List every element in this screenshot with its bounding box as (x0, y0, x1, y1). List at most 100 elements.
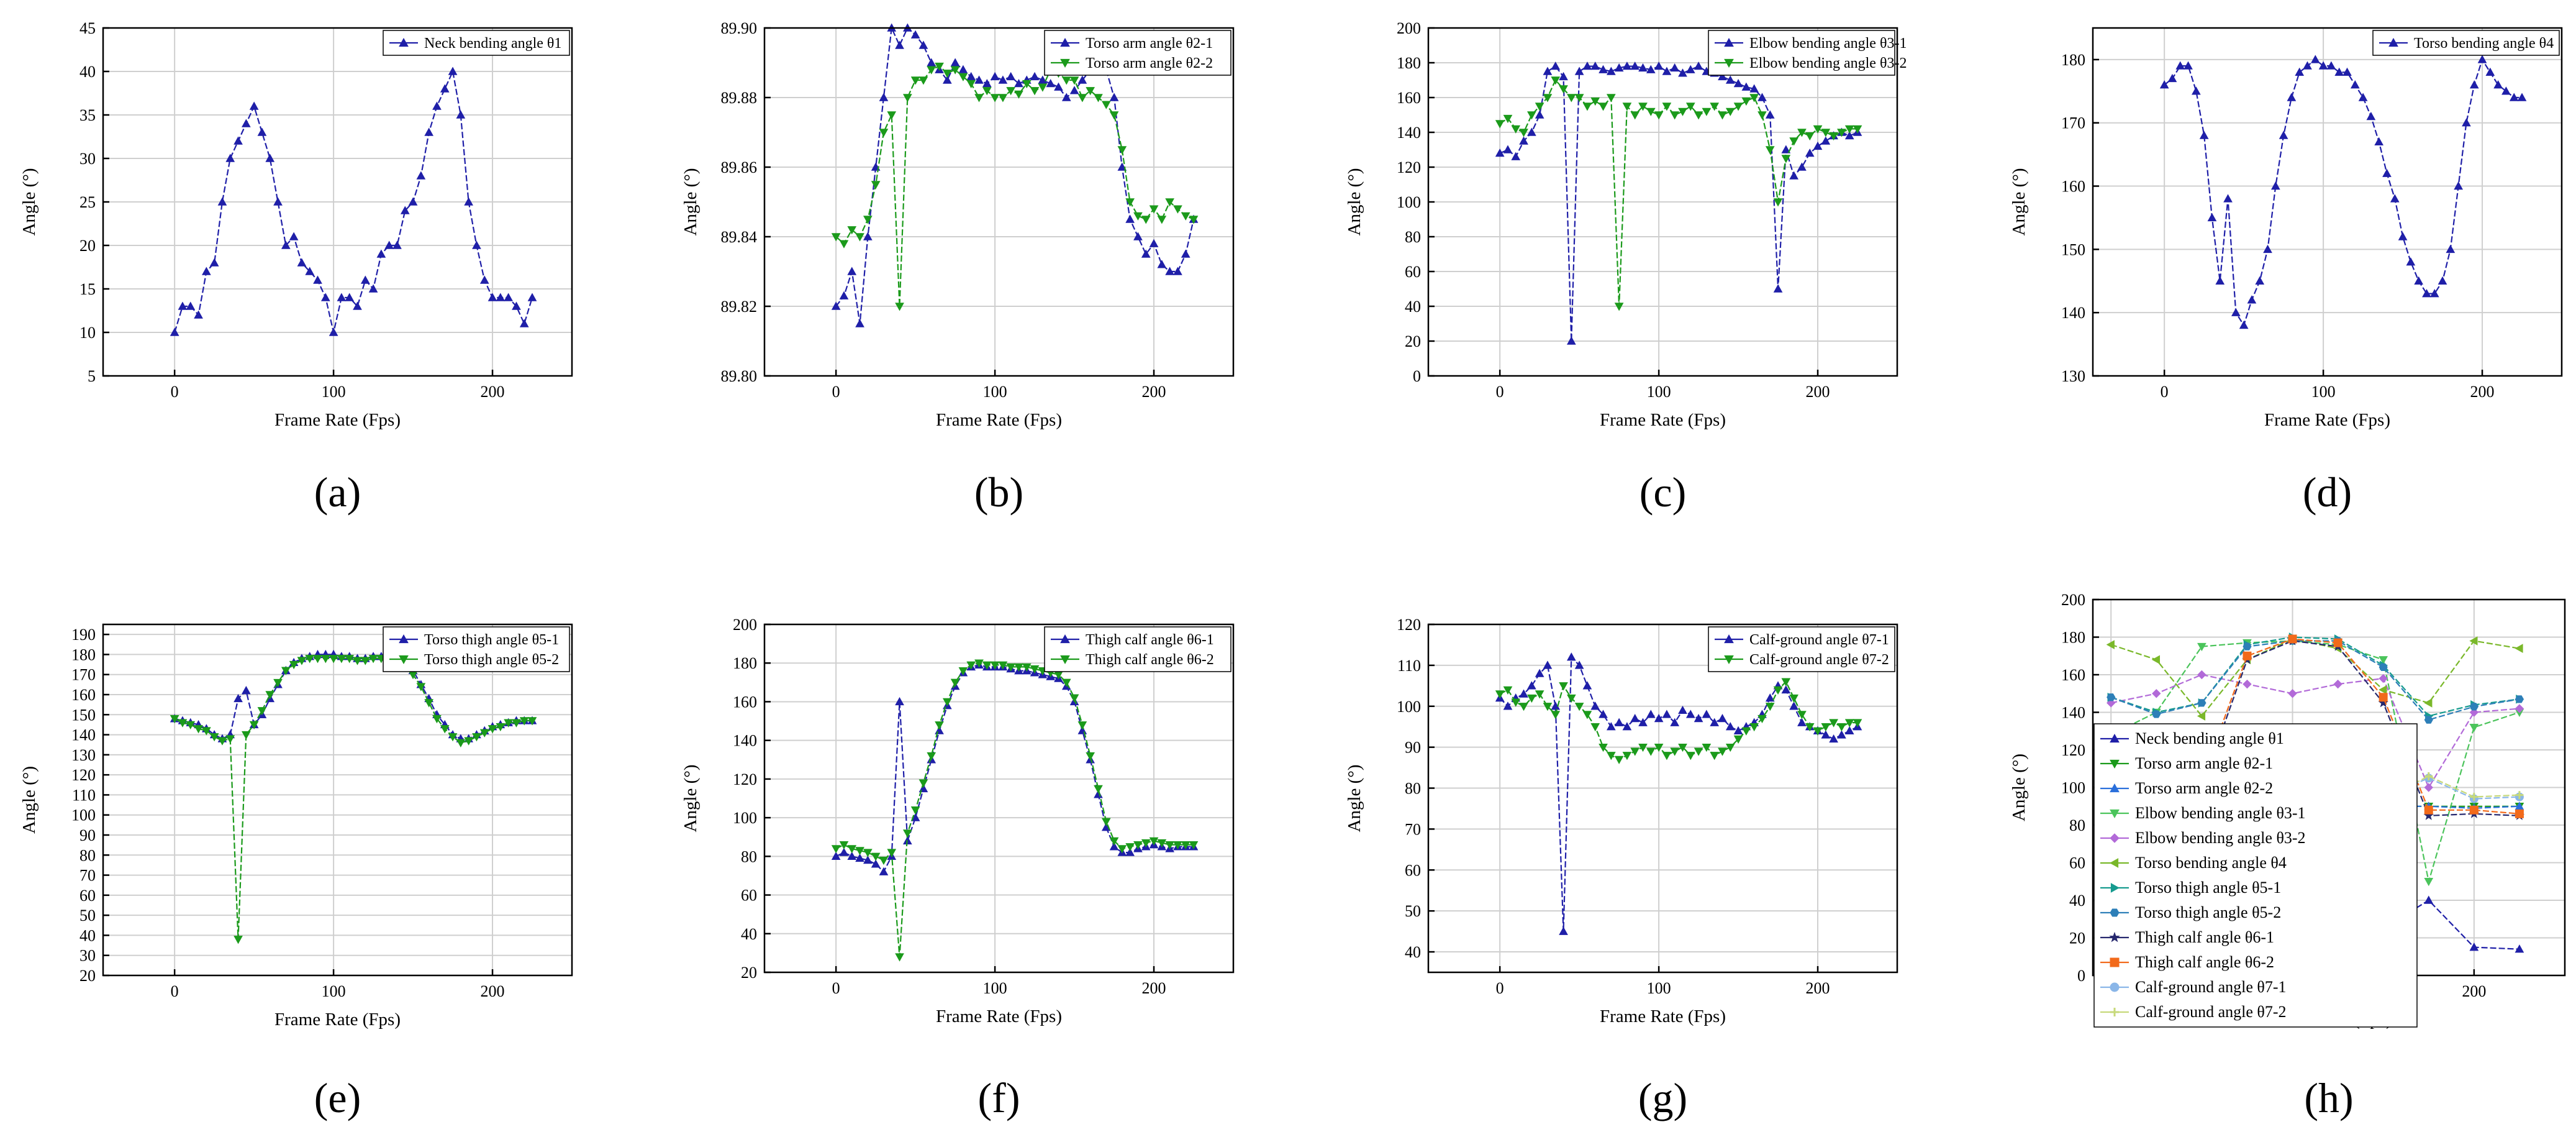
data-point (297, 258, 307, 267)
data-point (1582, 711, 1592, 719)
data-point (305, 655, 315, 664)
y-tick-label: 89.86 (721, 158, 758, 176)
plot-area (103, 624, 572, 975)
data-point (1781, 145, 1791, 153)
y-tick-label: 89.88 (721, 89, 758, 107)
data-point (895, 953, 904, 962)
data-point (2247, 295, 2257, 304)
data-point (1109, 842, 1119, 851)
y-tick-label: 60 (1405, 861, 1421, 879)
data-point (2333, 679, 2342, 689)
data-point (1646, 710, 1656, 718)
data-point (1590, 701, 1600, 710)
y-tick-label: 40 (79, 926, 96, 944)
data-point (289, 660, 299, 670)
data-point (1725, 743, 1735, 752)
data-point (2379, 656, 2388, 665)
y-tick-label: 80 (79, 846, 96, 864)
data-point (1821, 723, 1831, 732)
y-tick-label: 60 (1405, 263, 1421, 281)
data-point (1805, 723, 1815, 732)
data-point (958, 667, 968, 676)
data-point (2199, 130, 2209, 139)
data-point (1181, 249, 1190, 258)
data-point (1527, 127, 1536, 136)
data-point (1038, 75, 1048, 84)
data-point (1662, 103, 1672, 111)
data-point (2333, 638, 2342, 647)
data-point (2152, 689, 2161, 698)
series-1 (831, 659, 1199, 962)
data-point (1725, 75, 1735, 84)
data-point (472, 240, 481, 249)
data-point (1574, 66, 1584, 75)
data-point (1654, 714, 1664, 723)
data-point (479, 729, 489, 737)
data-point (479, 275, 489, 284)
y-tick-label: 190 (71, 626, 96, 644)
legend-marker (399, 37, 409, 47)
data-point (202, 267, 211, 275)
data-point (863, 856, 873, 864)
legend: Calf-ground angle θ7-1 Calf-ground angle … (1708, 626, 1895, 672)
data-point (1606, 722, 1616, 731)
data-point (1844, 131, 1854, 140)
y-tick-label: 120 (1397, 616, 1421, 634)
plot-frame (763, 27, 1235, 377)
data-point (839, 841, 849, 850)
data-point (2318, 61, 2328, 70)
y-tick-label: 200 (2061, 591, 2085, 609)
y-tick-label: 60 (2069, 854, 2085, 872)
data-point (1789, 137, 1798, 146)
data-point (1149, 837, 1159, 846)
data-point (1014, 663, 1023, 672)
legend-label: Elbow bending angle θ3-1 (2135, 804, 2306, 822)
data-point (2192, 86, 2201, 95)
data-point (2469, 703, 2478, 711)
data-point (942, 70, 952, 78)
data-point (2243, 679, 2252, 689)
data-point (1054, 82, 1063, 91)
data-point (1781, 678, 1791, 687)
legend-marker (399, 655, 409, 665)
x-tick-label: 100 (322, 383, 346, 401)
data-point (2469, 80, 2479, 89)
data-point (2167, 73, 2177, 83)
data-point (504, 719, 513, 728)
data-point (1789, 171, 1798, 180)
data-point (2424, 716, 2433, 724)
data-point (1566, 652, 1576, 661)
data-point (1710, 752, 1720, 760)
data-point (998, 94, 1008, 103)
series-line (2110, 640, 2520, 882)
data-point (456, 739, 466, 748)
data-point (320, 655, 330, 664)
legend: Thigh calf angle θ6-1 Thigh calf angle θ6… (1044, 626, 1231, 672)
legend-label: Torso arm angle θ2-1 (2135, 754, 2273, 772)
data-point (1551, 76, 1561, 85)
data-point (1495, 690, 1505, 699)
y-tick-label: 110 (1397, 657, 1421, 675)
data-point (504, 293, 513, 301)
data-point (871, 859, 881, 868)
data-point (2398, 232, 2408, 240)
x-tick-label: 0 (171, 383, 179, 401)
data-point (1094, 785, 1103, 793)
y-tick-label: 5 (88, 367, 96, 385)
data-point (1527, 694, 1536, 703)
data-point (1622, 103, 1632, 111)
series-0 (1495, 62, 1862, 345)
data-point (1181, 841, 1190, 850)
legend-marker (2110, 883, 2120, 893)
y-tick-label: 20 (1405, 332, 1421, 350)
data-point (289, 232, 299, 240)
data-point (1599, 710, 1608, 718)
data-point (910, 30, 920, 39)
legend-label: Calf-ground angle θ7-2 (1749, 652, 1889, 668)
series-1 (831, 62, 1199, 311)
data-point (400, 206, 410, 214)
data-point (1749, 94, 1759, 103)
data-point (1606, 66, 1616, 75)
data-point (1086, 87, 1095, 96)
